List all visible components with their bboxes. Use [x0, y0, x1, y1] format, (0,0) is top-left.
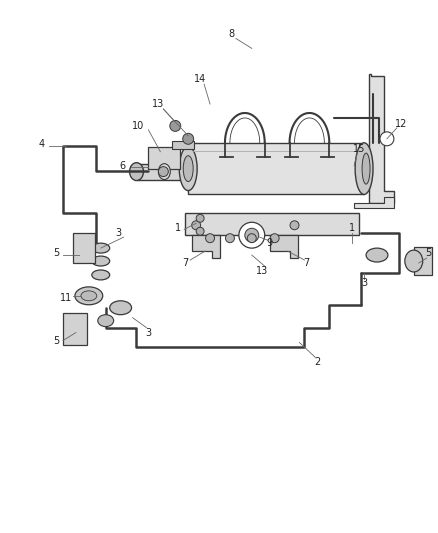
Text: 6: 6	[119, 160, 125, 171]
Ellipse shape	[81, 291, 96, 301]
Text: 7: 7	[303, 258, 309, 268]
Ellipse shape	[129, 163, 143, 181]
Ellipse shape	[75, 287, 102, 305]
Circle shape	[196, 214, 204, 222]
Circle shape	[196, 227, 204, 235]
Ellipse shape	[365, 248, 387, 262]
Polygon shape	[353, 197, 393, 208]
Text: 7: 7	[182, 258, 188, 268]
Circle shape	[247, 233, 256, 243]
Bar	[188, 143, 363, 195]
Circle shape	[225, 233, 234, 243]
Text: 5: 5	[53, 248, 59, 258]
Circle shape	[191, 221, 200, 230]
Circle shape	[238, 222, 264, 248]
Polygon shape	[192, 235, 219, 258]
Polygon shape	[269, 235, 297, 258]
Text: 3: 3	[360, 278, 366, 288]
Text: 13: 13	[255, 266, 267, 276]
Text: 3: 3	[145, 328, 151, 337]
Bar	[73, 233, 95, 263]
Text: 2: 2	[314, 358, 320, 367]
Text: 5: 5	[424, 248, 431, 258]
Text: 1: 1	[175, 223, 181, 233]
Bar	[148, 147, 180, 168]
Text: 10: 10	[132, 121, 144, 131]
Ellipse shape	[98, 314, 113, 327]
Circle shape	[269, 233, 279, 243]
Text: 15: 15	[352, 144, 364, 154]
Text: 4: 4	[38, 139, 44, 149]
Circle shape	[170, 120, 180, 131]
Circle shape	[244, 228, 258, 242]
Circle shape	[379, 132, 393, 146]
Text: 3: 3	[115, 228, 121, 238]
Ellipse shape	[179, 147, 197, 191]
Circle shape	[182, 133, 193, 144]
Text: 8: 8	[228, 29, 234, 39]
Text: 12: 12	[394, 119, 406, 129]
Circle shape	[158, 167, 168, 176]
Bar	[136, 164, 188, 180]
Bar	[413, 247, 431, 275]
Ellipse shape	[158, 164, 170, 180]
Ellipse shape	[92, 243, 110, 253]
Bar	[172, 141, 194, 149]
Ellipse shape	[404, 250, 422, 272]
Bar	[185, 213, 358, 235]
Ellipse shape	[354, 143, 372, 195]
Bar	[63, 313, 87, 344]
Text: 13: 13	[152, 99, 164, 109]
Text: 9: 9	[266, 238, 272, 248]
Circle shape	[205, 233, 214, 243]
Ellipse shape	[92, 270, 110, 280]
Circle shape	[290, 221, 298, 230]
Polygon shape	[368, 74, 393, 204]
Ellipse shape	[361, 153, 369, 184]
Text: 11: 11	[60, 293, 72, 303]
Text: 14: 14	[194, 74, 206, 84]
Ellipse shape	[110, 301, 131, 314]
Text: 5: 5	[53, 336, 59, 345]
Ellipse shape	[92, 256, 110, 266]
Text: 1: 1	[348, 223, 354, 233]
Ellipse shape	[183, 156, 193, 182]
